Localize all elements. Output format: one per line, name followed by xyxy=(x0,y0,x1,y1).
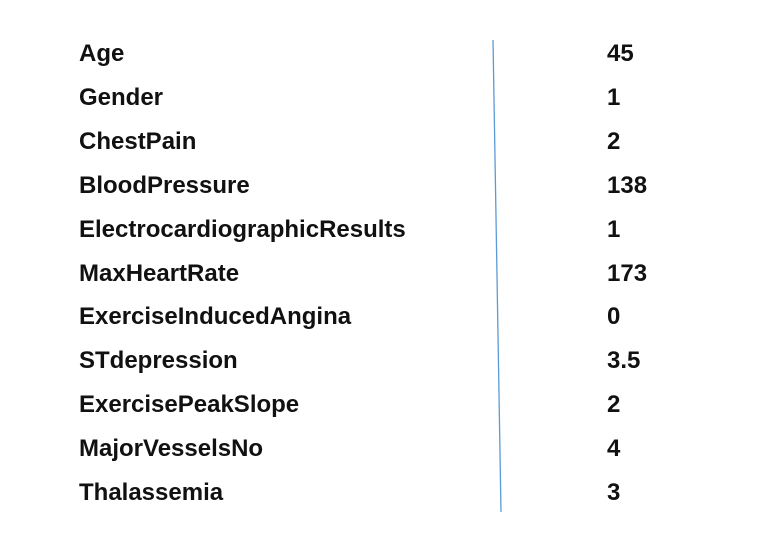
feature-value-exercise-peak-slope: 2 xyxy=(607,391,621,419)
feature-value-st-depression: 3.5 xyxy=(607,347,641,375)
feature-label-ecg-results: ElectrocardiographicResults xyxy=(79,215,406,243)
feature-value-exercise-induced-angina: 0 xyxy=(607,303,621,331)
table-row: ExercisePeakSlope 2 xyxy=(0,390,770,420)
feature-label-major-vessels-no: MajorVesselsNo xyxy=(79,435,264,463)
feature-label-max-heart-rate: MaxHeartRate xyxy=(79,259,240,287)
table-row: ChestPain 2 xyxy=(0,127,770,157)
table-row: Gender 1 xyxy=(0,83,770,113)
table-row: BloodPressure 138 xyxy=(0,171,770,201)
feature-label-gender: Gender xyxy=(79,83,164,111)
feature-value-blood-pressure: 138 xyxy=(607,171,648,199)
table-row: Thalassemia 3 xyxy=(0,478,770,508)
feature-value-ecg-results: 1 xyxy=(607,215,621,243)
feature-value-chest-pain: 2 xyxy=(607,127,621,155)
table-row: MaxHeartRate 173 xyxy=(0,259,770,289)
feature-value-age: 45 xyxy=(607,40,634,67)
feature-label-blood-pressure: BloodPressure xyxy=(79,171,250,199)
feature-value-thalassemia: 3 xyxy=(607,479,621,506)
divider-line xyxy=(492,39,502,513)
feature-label-exercise-induced-angina: ExerciseInducedAngina xyxy=(79,303,352,331)
table-row: MajorVesselsNo 4 xyxy=(0,434,770,464)
feature-value-max-heart-rate: 173 xyxy=(607,259,648,287)
feature-value-major-vessels-no: 4 xyxy=(607,435,621,463)
table-row: ExerciseInducedAngina 0 xyxy=(0,302,770,332)
feature-label-thalassemia: Thalassemia xyxy=(79,479,224,506)
table-row: STdepression 3.5 xyxy=(0,346,770,376)
feature-value-gender: 1 xyxy=(607,83,621,111)
table-row: Age 45 xyxy=(0,39,770,69)
feature-label-exercise-peak-slope: ExercisePeakSlope xyxy=(79,391,300,419)
feature-label-st-depression: STdepression xyxy=(79,347,238,375)
table-row: ElectrocardiographicResults 1 xyxy=(0,215,770,245)
feature-label-age: Age xyxy=(79,40,125,67)
feature-label-chest-pain: ChestPain xyxy=(79,127,197,155)
